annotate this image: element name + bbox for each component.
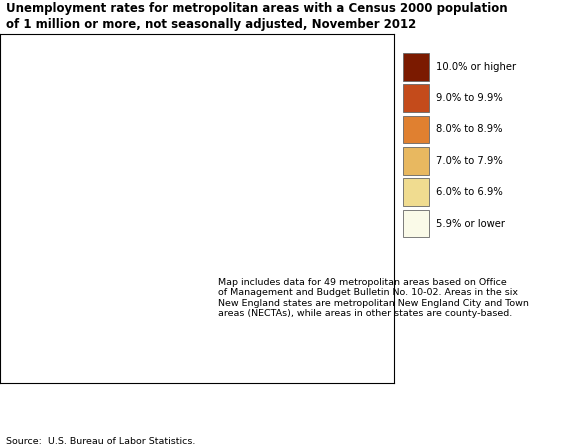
Text: 10.0% or higher: 10.0% or higher <box>436 62 516 72</box>
Text: 8.0% to 8.9%: 8.0% to 8.9% <box>436 125 503 134</box>
Text: 9.0% to 9.9%: 9.0% to 9.9% <box>436 93 503 103</box>
Text: Source:  U.S. Bureau of Labor Statistics.: Source: U.S. Bureau of Labor Statistics. <box>6 437 195 446</box>
Text: 6.0% to 6.9%: 6.0% to 6.9% <box>436 187 503 197</box>
Text: of 1 million or more, not seasonally adjusted, November 2012: of 1 million or more, not seasonally adj… <box>6 18 416 31</box>
Text: Unemployment rates for metropolitan areas with a Census 2000 population: Unemployment rates for metropolitan area… <box>6 2 508 15</box>
Text: Map includes data for 49 metropolitan areas based on Office
of Management and Bu: Map includes data for 49 metropolitan ar… <box>218 278 528 318</box>
Text: 7.0% to 7.9%: 7.0% to 7.9% <box>436 156 503 166</box>
Text: 5.9% or lower: 5.9% or lower <box>436 219 505 228</box>
